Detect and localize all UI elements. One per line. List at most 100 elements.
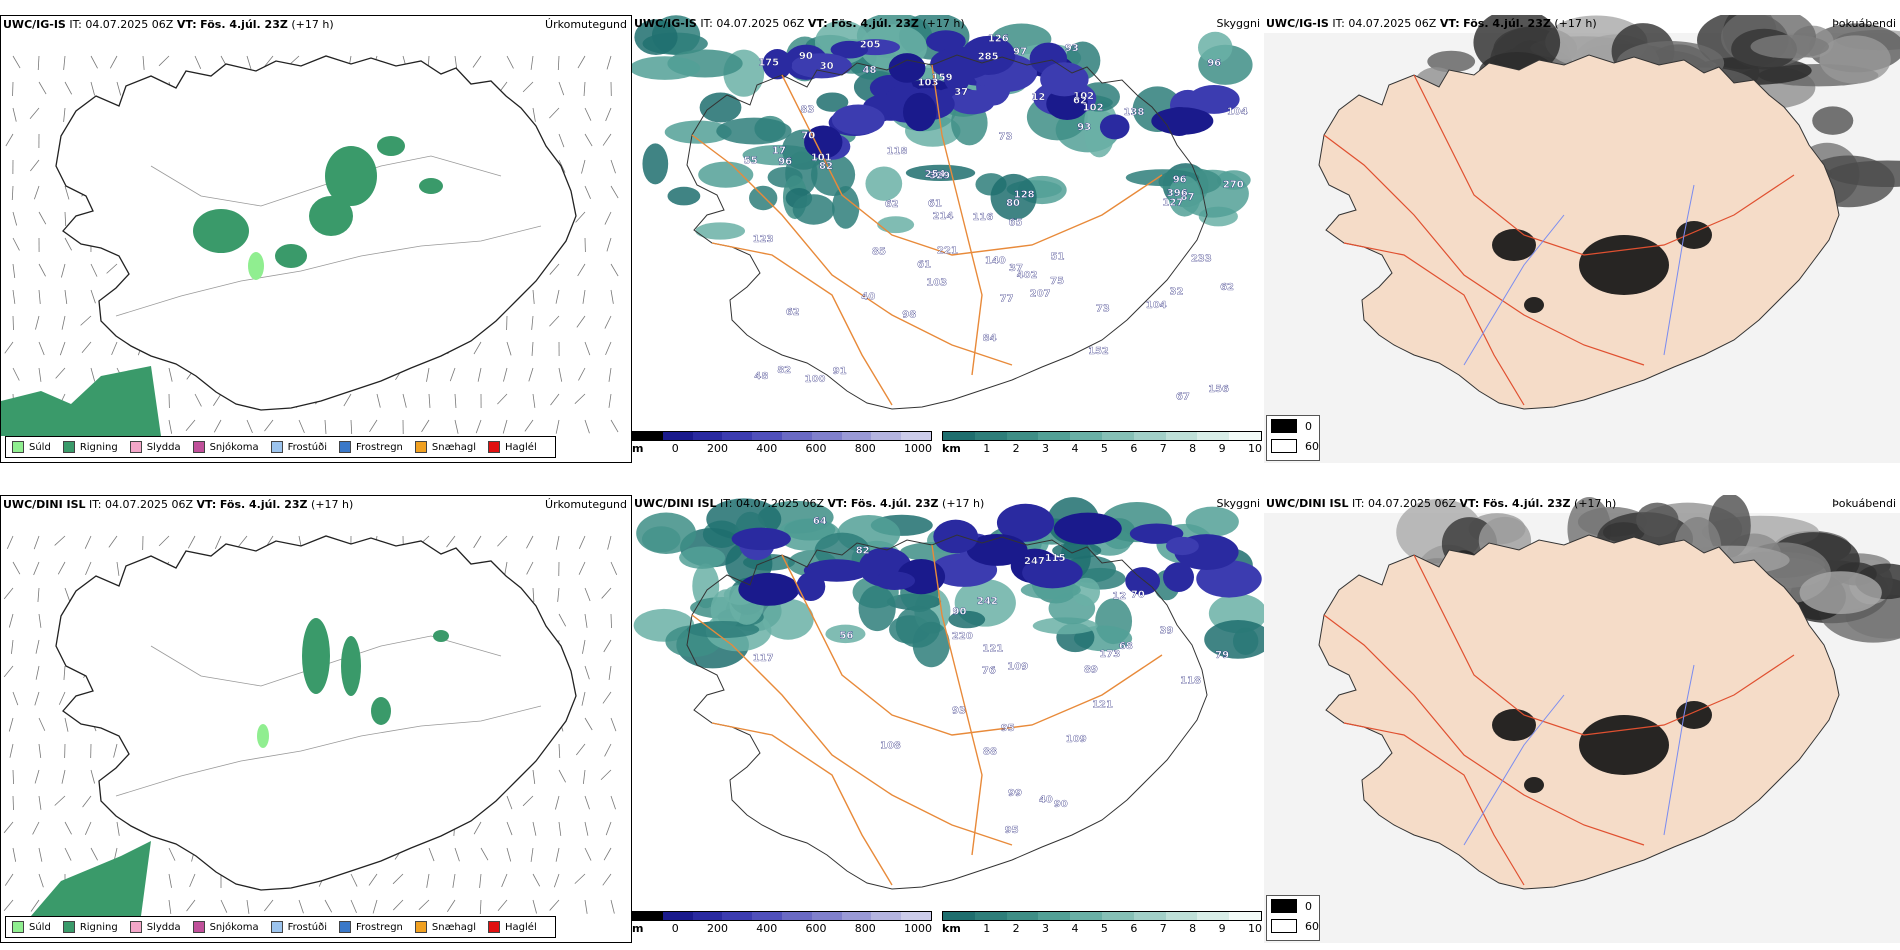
- visibility-colorbar-2: km 1 2 3 4 5 6 7 8 9 10: [942, 911, 1262, 935]
- wind-barb: [497, 899, 508, 911]
- ceiling-area: [1129, 523, 1184, 544]
- wind-barb: [574, 393, 586, 404]
- wind-barb: [4, 341, 14, 354]
- wind-barb: [473, 341, 482, 355]
- fog-header-1: UWC/IG-IS IT: 04.07.2025 06Z VT: Fös. 4.…: [1266, 15, 1896, 33]
- wind-barb: [213, 393, 222, 406]
- visibility-area: [716, 117, 792, 145]
- legend-swatch: [1271, 439, 1297, 453]
- wind-barb: [584, 133, 593, 147]
- lead-time: (+17 h): [1554, 17, 1597, 30]
- cloud-base-value: 205: [860, 40, 881, 51]
- wind-barb: [581, 691, 586, 706]
- precip-legend-item: Frostúði: [270, 441, 327, 453]
- wind-barb: [12, 315, 14, 331]
- legend-label: 0: [1305, 899, 1312, 913]
- colorbar-step: [692, 432, 723, 440]
- ceiling-area: [1125, 567, 1161, 596]
- drizzle-area: [248, 252, 264, 280]
- fog-patch: [1676, 701, 1712, 729]
- fog-panel-1: UWC/IG-IS IT: 04.07.2025 06Z VT: Fös. 4.…: [1264, 15, 1900, 463]
- road: [115, 705, 542, 797]
- cloud-base-value: 109: [1007, 661, 1028, 672]
- colorbar-step: [1006, 912, 1039, 920]
- visibility-panel-2: UWC/DINI ISL IT: 04.07.2025 06Z VT: Fös.…: [632, 495, 1264, 943]
- road: [711, 722, 893, 886]
- legend-swatch: [62, 921, 75, 933]
- valid-label: VT:: [827, 497, 848, 510]
- iceland-land: [1318, 54, 1840, 410]
- wind-barb: [90, 289, 96, 304]
- colorbar-ticks: m 0 200 400 600 800 1000: [632, 442, 932, 455]
- wind-barb: [449, 367, 456, 382]
- colorbar-strip: [942, 431, 1262, 441]
- init-time: IT: 04.07.2025 06Z: [700, 17, 805, 30]
- legend-swatch: [62, 441, 75, 453]
- visibility-colorbar-1: km 1 2 3 4 5 6 7 8 9 10: [942, 431, 1262, 455]
- cloud-base-value: 220: [952, 631, 973, 642]
- fog-patch: [1750, 34, 1829, 59]
- valid-time: Fös. 4.júl. 23Z: [200, 18, 288, 31]
- wind-barb: [549, 107, 560, 119]
- wind-barb: [38, 263, 46, 277]
- cloud-base-value: 12: [1031, 92, 1045, 103]
- visibility-area: [832, 186, 860, 229]
- colorbar-tick-label: 6: [1130, 922, 1138, 935]
- cloud-base-value: 127: [1162, 197, 1183, 208]
- wind-barb: [54, 535, 66, 546]
- wind-barb: [64, 717, 69, 732]
- init-time: IT: 04.07.2025 06Z: [89, 498, 194, 511]
- colorbar-tick-label: 8: [1189, 442, 1197, 455]
- wind-barb: [57, 561, 66, 575]
- wind-barb: [421, 419, 430, 433]
- legend-label: Súld: [29, 921, 51, 933]
- fog-legend-2: 0 60: [1266, 895, 1320, 941]
- rain-area: [377, 136, 405, 156]
- colorbar-step: [1165, 432, 1198, 440]
- precip-legend-item: Slydda: [129, 441, 181, 453]
- colorbar-tick-label: 800: [854, 442, 876, 455]
- colorbar-step: [943, 432, 975, 440]
- fog-patch: [1819, 35, 1891, 84]
- visibility-area: [877, 216, 915, 234]
- legend-label: Snæhagl: [431, 921, 477, 933]
- wind-barb: [578, 561, 586, 575]
- colorbar-tick-label: 400: [756, 442, 778, 455]
- wind-barb: [61, 769, 66, 784]
- colorbar-step: [1038, 912, 1071, 920]
- wind-barb: [12, 237, 20, 251]
- cloud-base-value: 62: [1073, 96, 1087, 107]
- cloud-base-value: 17: [772, 146, 786, 157]
- road: [1323, 134, 1645, 366]
- cloud-base-value: 233: [1191, 253, 1212, 264]
- wind-barb: [106, 263, 118, 274]
- legend-label: Frostúði: [287, 441, 327, 453]
- colorbar-step: [1229, 432, 1261, 440]
- valid-label: VT:: [1439, 17, 1460, 30]
- colorbar-step: [1070, 432, 1102, 440]
- colorbar-tick-label: 10: [1248, 442, 1262, 455]
- colorbar-step: [871, 432, 902, 440]
- wind-barb: [82, 795, 92, 808]
- legend-label: Frostregn: [356, 441, 403, 453]
- wind-barb: [168, 419, 173, 434]
- cloud-base-value: 37: [1009, 263, 1023, 274]
- rain-area: [419, 178, 443, 194]
- colorbar-tick-label: 7: [1159, 442, 1167, 455]
- ceiling-colorbar-1: m 0 200 400 600 800 1000: [632, 431, 932, 455]
- colorbar-tick-label: 200: [706, 442, 728, 455]
- cloud-base-value: 61: [928, 199, 942, 210]
- wind-barb: [264, 419, 274, 432]
- wind-barb: [84, 821, 92, 835]
- legend-label: Slydda: [146, 921, 181, 933]
- wind-barb: [35, 315, 40, 330]
- ceiling-area: [1053, 512, 1122, 545]
- wind-barb: [54, 795, 66, 806]
- init-time: IT: 04.07.2025 06Z: [720, 497, 825, 510]
- visibility-area: [948, 610, 986, 629]
- road: [931, 64, 983, 376]
- colorbar-step: [974, 432, 1007, 440]
- precip-legend-item: Snæhagl: [414, 441, 476, 453]
- model-name: UWC/DINI ISL: [1266, 497, 1349, 510]
- cloud-base-value: 103: [926, 278, 947, 289]
